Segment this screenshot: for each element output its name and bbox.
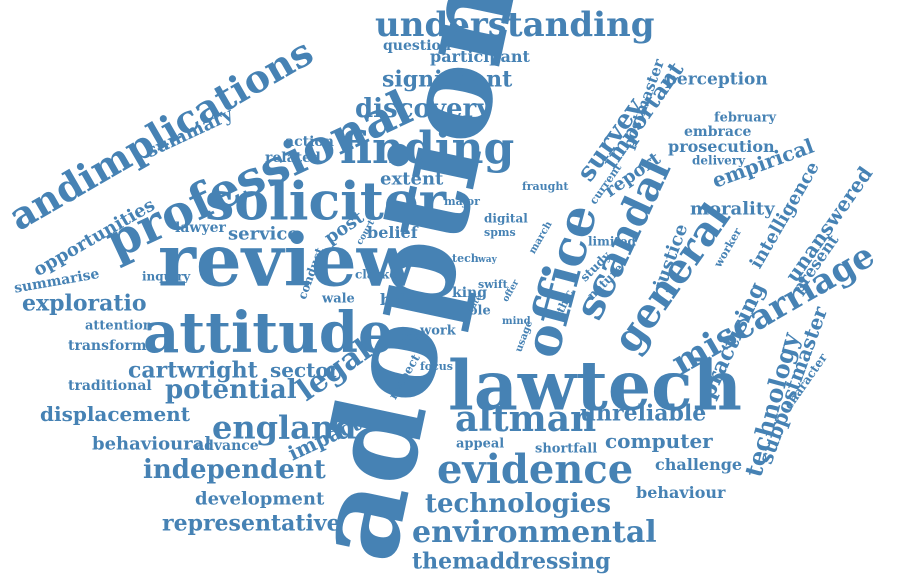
cloud-word-finding: finding xyxy=(340,122,515,174)
cloud-word-attention: attention xyxy=(85,318,153,334)
cloud-word-behavioural: behavioural xyxy=(92,433,212,455)
cloud-word-understanding: understanding xyxy=(375,4,655,45)
cloud-word-embrace: embrace xyxy=(684,123,752,140)
cloud-word-clarke: clarke xyxy=(355,267,397,282)
cloud-word-altman: altman xyxy=(455,398,597,441)
cloud-word-swift: swift xyxy=(478,278,508,292)
cloud-word-appeal: appeal xyxy=(456,436,505,452)
cloud-word-delivery: delivery xyxy=(692,153,746,168)
cloud-word-tech: tech xyxy=(452,252,479,266)
cloud-word-perception: perception xyxy=(665,69,768,90)
cloud-word-prosecution: prosecution xyxy=(668,137,775,157)
cloud-word-fraught: fraught xyxy=(522,180,569,194)
cloud-word-spms: spms xyxy=(484,226,516,240)
cloud-word-focus: focus xyxy=(420,360,453,374)
cloud-word-evidence: evidence xyxy=(437,446,634,493)
cloud-word-inquiry: inquiry xyxy=(142,269,191,284)
cloud-word-lawyer: lawyer xyxy=(175,219,226,236)
cloud-word-shortfall: shortfall xyxy=(535,441,598,457)
cloud-word-transform: transform xyxy=(68,337,147,354)
cloud-word-wale: wale xyxy=(322,291,355,307)
cloud-word-themaddressing: themaddressing xyxy=(412,548,611,575)
cloud-word-sector: sector xyxy=(270,358,340,382)
cloud-word-behaviour: behaviour xyxy=(636,483,726,503)
cloud-word-solicitor: solicitor xyxy=(205,171,446,233)
cloud-word-way: way xyxy=(478,254,497,265)
cloud-word-significant: significant xyxy=(382,66,513,93)
cloud-word-environmental: environmental xyxy=(412,515,657,550)
cloud-word-england: england xyxy=(212,408,357,447)
cloud-word-traditional: traditional xyxy=(68,377,152,394)
cloud-word-work: work xyxy=(420,323,456,339)
cloud-word-technologies: technologies xyxy=(425,489,611,520)
cloud-word-major: major xyxy=(444,195,480,209)
cloud-word-brian: brian xyxy=(380,290,428,310)
cloud-word-development: development xyxy=(195,488,325,510)
cloud-word-belief: belief xyxy=(367,223,418,243)
cloud-word-potential: potential xyxy=(165,375,297,406)
cloud-word-lawtech: lawtech xyxy=(448,346,742,427)
cloud-word-computer: computer xyxy=(605,429,713,453)
cloud-word-participant: participant xyxy=(430,47,530,67)
cloud-word-role: role xyxy=(462,303,491,319)
cloud-word-advance: advance xyxy=(195,437,259,454)
cloud-word-mind: mind xyxy=(502,316,531,327)
cloud-word-service: service xyxy=(228,223,299,245)
cloud-word-exploratio: exploratio xyxy=(22,290,147,317)
cloud-word-digital: digital xyxy=(484,211,528,226)
cloud-word-king: king xyxy=(452,284,487,301)
cloud-word-related: related xyxy=(265,149,321,166)
cloud-word-extent: extent xyxy=(380,168,444,190)
cloud-word-cartwright: cartwright xyxy=(128,357,258,384)
cloud-word-pose: pose xyxy=(399,330,428,344)
cloud-word-unreliable: unreliable xyxy=(580,400,707,427)
cloud-word-february: february xyxy=(714,110,777,126)
cloud-word-limited: limited xyxy=(588,234,636,249)
cloud-word-morality: morality xyxy=(690,198,775,220)
cloud-word-attitude: attitude xyxy=(143,300,394,367)
cloud-word-independent: independent xyxy=(143,455,326,486)
cloud-word-action: action xyxy=(285,133,334,150)
cloud-word-challenge: challenge xyxy=(655,455,743,475)
cloud-word-discovery: discovery xyxy=(355,94,492,125)
cloud-word-representative: representative xyxy=(162,510,341,537)
cloud-word-displacement: displacement xyxy=(40,402,190,426)
cloud-word-review: review xyxy=(158,217,419,303)
cloud-word-question: question xyxy=(383,37,452,54)
